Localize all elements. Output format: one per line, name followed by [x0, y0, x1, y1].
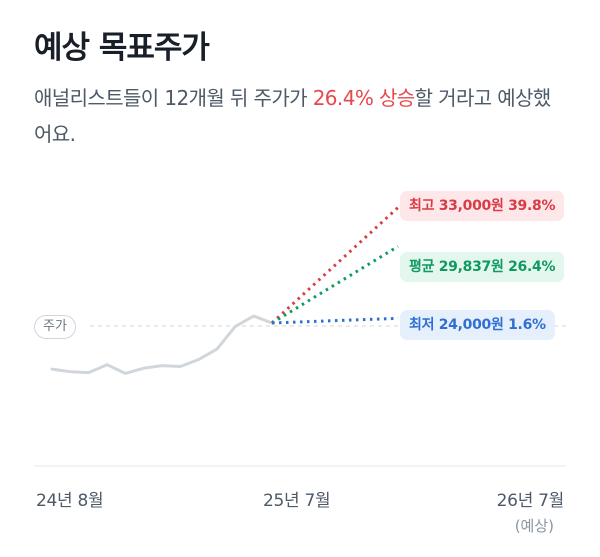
summary-text: 애널리스트들이 12개월 뒤 주가가 26.4% 상승할 거라고 예상했어요. [34, 80, 554, 152]
high-target-badge: 최고 33,000원 39.8% [400, 191, 565, 221]
x-axis-forecast-note: (예상) [514, 517, 554, 535]
current-price-tag: 주가 [34, 315, 76, 339]
high-target-projection-line [270, 206, 400, 325]
page-title: 예상 목표주가 [34, 30, 210, 66]
x-axis-end-label: 26년 7월 [496, 491, 565, 511]
x-axis-start-label: 24년 8월 [36, 491, 104, 511]
low-target-projection-line [271, 316, 399, 325]
price-history-line [50, 314, 274, 375]
summary-text-end: 할 거라고 예상했어요. [34, 86, 551, 146]
average-target-badge: 평균 29,837원 26.4% [400, 252, 565, 282]
average-target-projection-line [271, 245, 399, 325]
summary-highlight: 26.4% 상승 [312, 86, 416, 110]
low-target-badge: 최저 24,000원 1.6% [400, 310, 555, 340]
summary-text-start: 애널리스트들이 12개월 뒤 주가가 [34, 86, 313, 110]
x-axis-current-label: 25년 7월 [263, 491, 331, 511]
